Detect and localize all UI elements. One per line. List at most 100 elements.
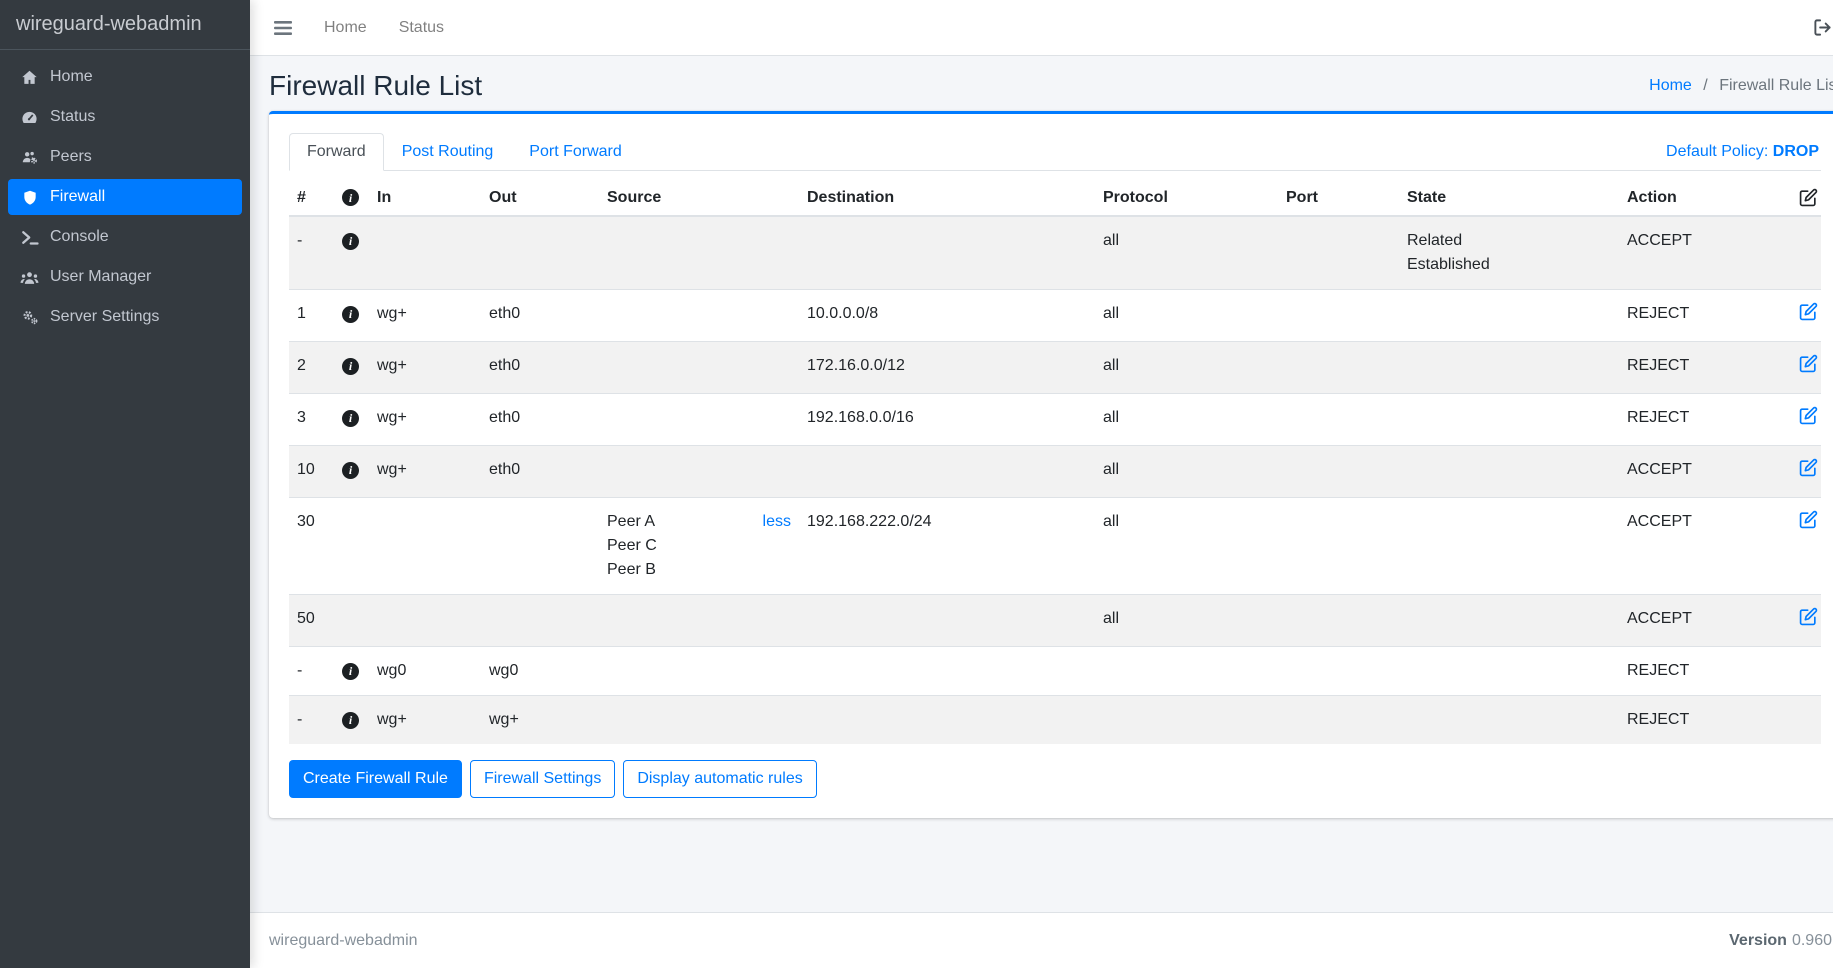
content-wrapper: Firewall Rule List Home / Firewall Rule … — [250, 56, 1833, 912]
info-circle-icon[interactable]: i — [342, 711, 359, 729]
cell-info: i — [334, 215, 369, 290]
sidebar-item-firewall[interactable]: Firewall — [8, 179, 242, 215]
info-circle-icon[interactable]: i — [342, 409, 359, 427]
edit-rule-button[interactable] — [1799, 406, 1818, 425]
cell-in: wg+ — [369, 445, 481, 498]
edit-icon — [1799, 607, 1818, 626]
breadcrumb-separator: / — [1703, 77, 1708, 94]
cell-protocol: all — [1095, 215, 1278, 290]
cell-state — [1399, 646, 1619, 696]
edit-rule-button[interactable] — [1799, 607, 1818, 626]
source-peer: Peer A — [607, 513, 656, 530]
logout-button[interactable] — [1797, 10, 1832, 45]
default-policy[interactable]: Default Policy: DROP — [1664, 134, 1821, 170]
info-circle-icon[interactable]: i — [342, 461, 359, 479]
firewall-settings-button[interactable]: Firewall Settings — [469, 760, 616, 798]
sidebar-item-console[interactable]: Console — [8, 219, 242, 255]
tab-post-routing[interactable]: Post Routing — [401, 143, 494, 160]
nav-link-home[interactable]: Home — [324, 18, 367, 36]
table-row: 10 i wg+ eth0 all ACCEPT — [289, 445, 1821, 498]
cell-source — [599, 393, 799, 446]
tab-forward[interactable]: Forward — [289, 133, 384, 171]
state-line: Related — [1407, 232, 1463, 249]
sign-out-icon — [1813, 18, 1832, 37]
sidebar-item-home[interactable]: Home — [8, 59, 242, 95]
brand-link[interactable]: wireguard-webadmin — [0, 0, 250, 50]
sidebar-item-status[interactable]: Status — [8, 99, 242, 135]
cell-num: 10 — [289, 445, 334, 498]
page-title: Firewall Rule List — [269, 70, 483, 101]
edit-rule-button[interactable] — [1799, 302, 1818, 321]
sidebar-item-peers[interactable]: Peers — [8, 139, 242, 175]
nav-link-status[interactable]: Status — [398, 18, 445, 36]
sidebar-item-server-settings[interactable]: Server Settings — [8, 299, 242, 335]
footer-version-value: 0.960 — [1791, 931, 1832, 949]
home-icon — [16, 69, 43, 86]
cell-state — [1399, 393, 1619, 446]
cell-action: REJECT — [1619, 289, 1791, 342]
info-circle-icon[interactable]: i — [342, 357, 359, 375]
display-automatic-rules-button[interactable]: Display automatic rules — [623, 760, 817, 798]
cell-state: Related Established — [1399, 215, 1619, 290]
source-peers: Peer A Peer C Peer B — [607, 510, 657, 582]
cell-num: 1 — [289, 289, 334, 342]
cell-state — [1399, 289, 1619, 342]
cell-action: ACCEPT — [1619, 215, 1791, 290]
sidebar-item-user-manager[interactable]: User Manager — [8, 259, 242, 295]
header-out: Out — [481, 180, 599, 217]
source-less-link[interactable]: less — [762, 513, 791, 530]
firewall-tabs: Forward Post Routing Port Forward — [289, 133, 640, 171]
cell-source — [599, 594, 799, 647]
table-row: - i wg+ wg+ REJECT — [289, 695, 1821, 744]
cell-out: wg+ — [481, 695, 599, 744]
create-firewall-rule-button[interactable]: Create Firewall Rule — [289, 760, 462, 798]
edit-rule-button[interactable] — [1799, 458, 1818, 477]
cell-protocol — [1095, 695, 1278, 744]
cell-action: REJECT — [1619, 646, 1791, 696]
header-info: i — [334, 180, 369, 217]
state-line: Established — [1407, 256, 1490, 273]
main-column: Home Status Firewall Rule List Home / Fi… — [250, 0, 1833, 968]
table-row: - i wg0 wg0 REJECT — [289, 646, 1821, 696]
cell-state — [1399, 445, 1619, 498]
cell-protocol: all — [1095, 341, 1278, 394]
tab-port-forward[interactable]: Port Forward — [529, 143, 622, 160]
cell-protocol: all — [1095, 393, 1278, 446]
header-in: In — [369, 180, 481, 217]
cell-destination: 192.168.0.0/16 — [799, 393, 1095, 446]
cell-protocol: all — [1095, 594, 1278, 647]
table-row: 3 i wg+ eth0 192.168.0.0/16 all REJECT — [289, 393, 1821, 446]
edit-icon — [1799, 406, 1818, 425]
cell-out: eth0 — [481, 393, 599, 446]
cell-action: REJECT — [1619, 393, 1791, 446]
cell-destination: 172.16.0.0/12 — [799, 341, 1095, 394]
breadcrumb-home-link[interactable]: Home — [1649, 77, 1692, 94]
cell-out: wg0 — [481, 646, 599, 696]
cell-destination — [799, 594, 1095, 647]
cell-port — [1278, 594, 1399, 647]
sidebar-toggle-button[interactable] — [258, 12, 308, 44]
cell-in: wg+ — [369, 695, 481, 744]
breadcrumb-current: Firewall Rule List — [1719, 77, 1833, 94]
cell-state — [1399, 695, 1619, 744]
cell-source: Peer A Peer C Peer B less — [599, 497, 799, 595]
edit-icon — [1799, 188, 1818, 207]
cell-num: - — [289, 646, 334, 696]
info-circle-icon[interactable]: i — [342, 662, 359, 680]
table-row: - i all Related Established ACCEPT — [289, 215, 1821, 290]
cell-source — [599, 445, 799, 498]
cell-out — [481, 594, 599, 647]
info-circle-icon[interactable]: i — [342, 305, 359, 323]
edit-rule-button[interactable] — [1799, 510, 1818, 529]
sidebar: wireguard-webadmin Home Status Peers Fir… — [0, 0, 250, 968]
breadcrumb: Home / Firewall Rule List — [1649, 77, 1833, 95]
info-circle-icon[interactable]: i — [342, 232, 359, 250]
cell-action: ACCEPT — [1619, 497, 1791, 595]
cell-action: REJECT — [1619, 695, 1791, 744]
cell-out: eth0 — [481, 289, 599, 342]
header-action: Action — [1619, 180, 1791, 217]
cell-edit — [1791, 445, 1821, 498]
edit-rule-button[interactable] — [1799, 354, 1818, 373]
cell-num: 30 — [289, 497, 334, 595]
